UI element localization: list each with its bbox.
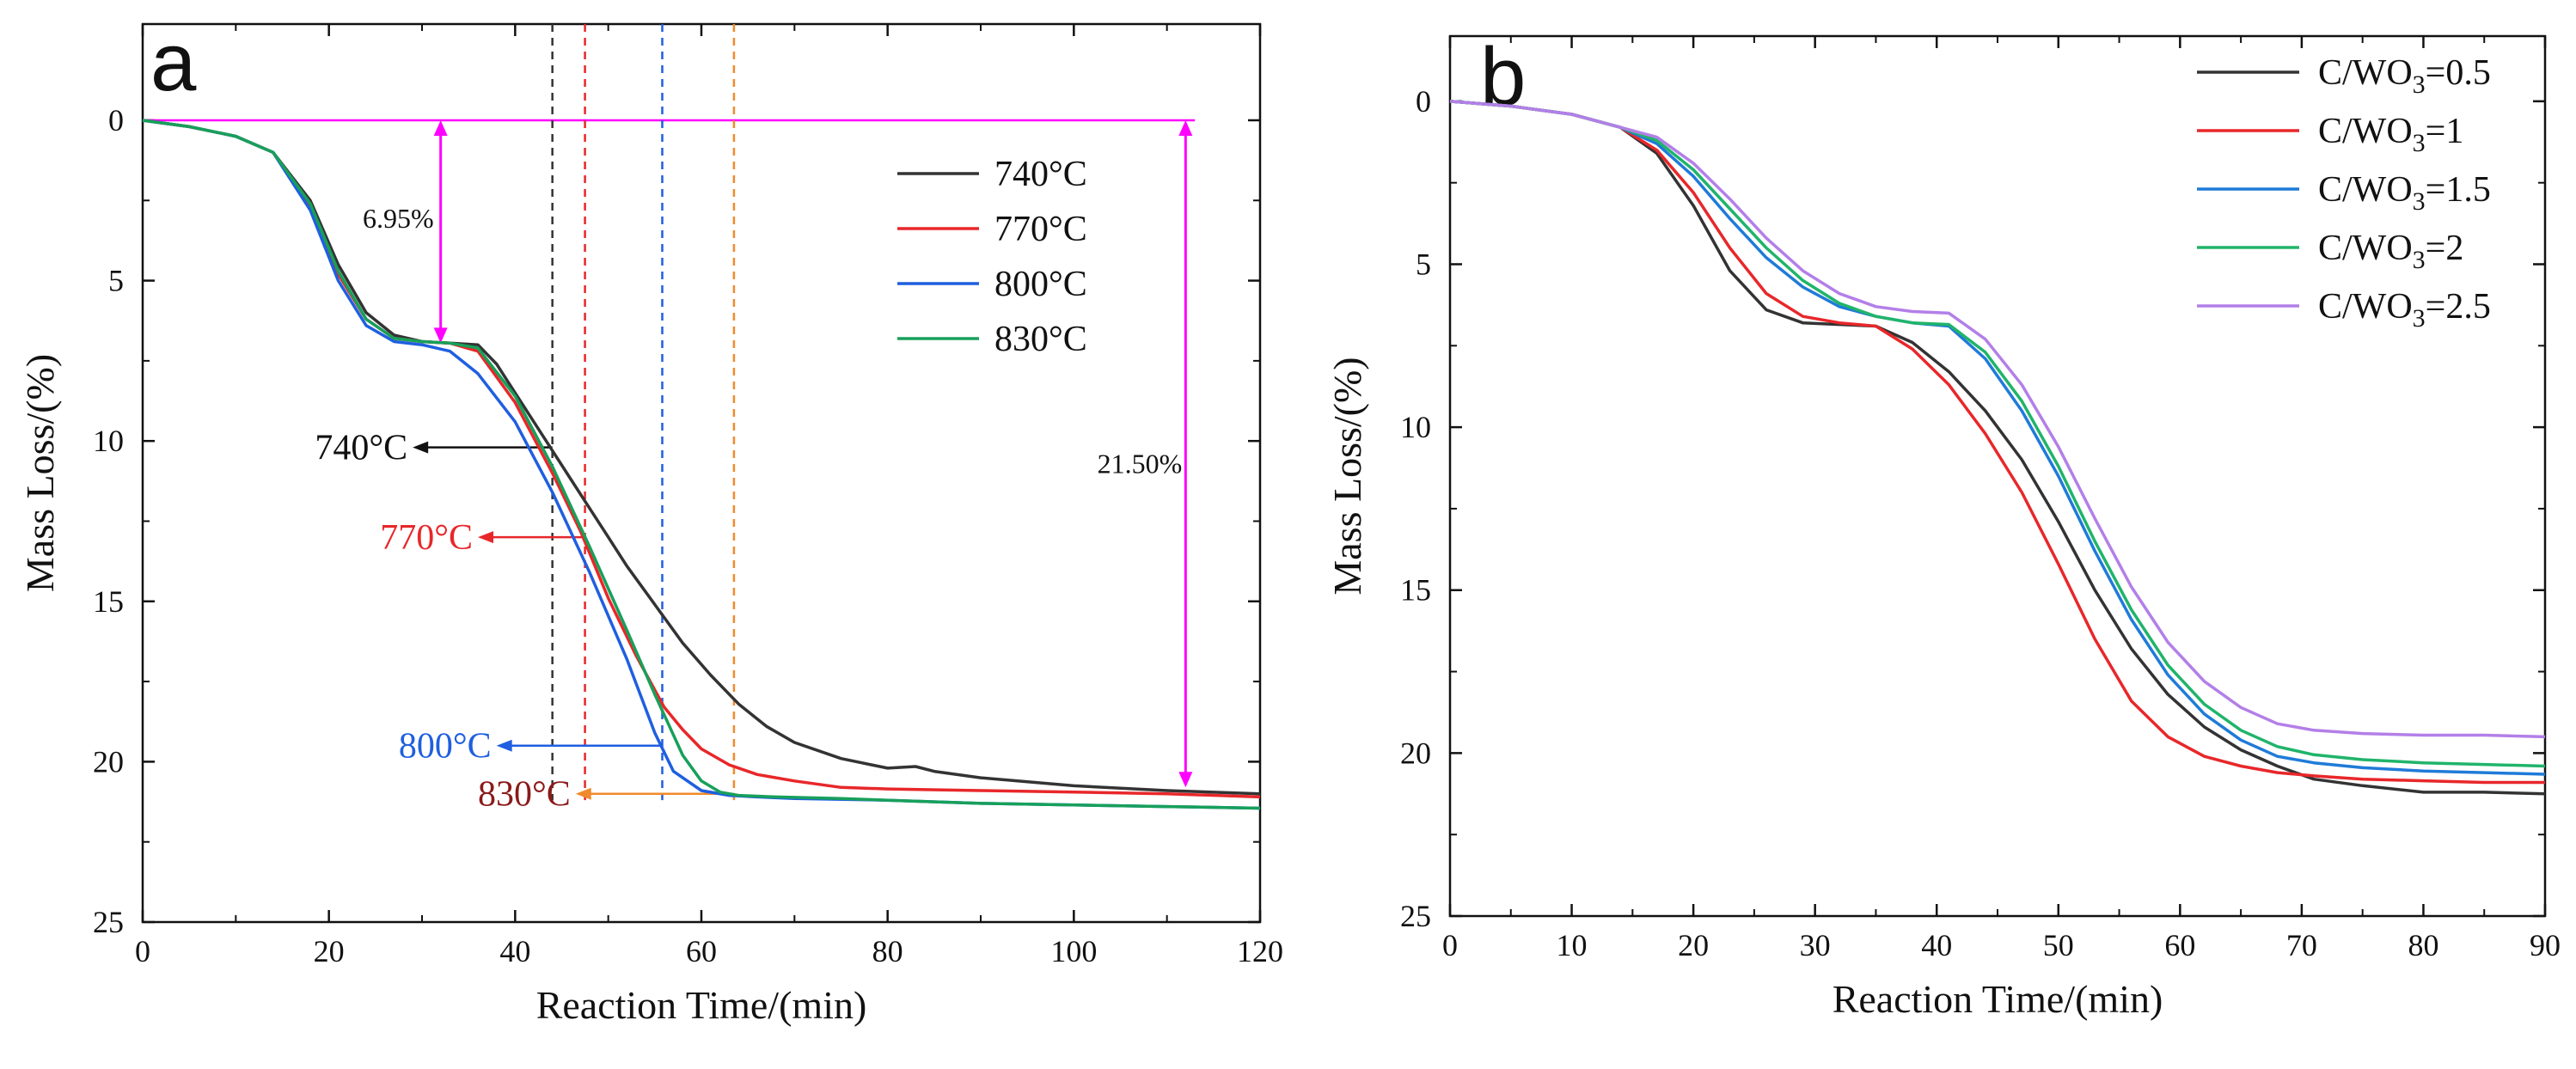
series-line <box>1449 100 2546 739</box>
y-tick-label: 10 <box>93 424 124 458</box>
series-line <box>142 119 1261 810</box>
temp-arrow-head <box>478 531 493 544</box>
temp-arrow-label: 830°C <box>478 775 571 815</box>
series-line <box>1449 100 2546 768</box>
temp-arrow-label: 800°C <box>399 727 492 767</box>
legend-label-tail: =1 <box>2426 112 2464 151</box>
x-tick-label: 70 <box>2286 928 2317 962</box>
y-tick-label: 15 <box>93 584 124 619</box>
y-tick-label: 5 <box>1416 247 1431 281</box>
x-tick-label: 60 <box>686 934 717 968</box>
temp-arrow-head <box>413 441 429 454</box>
temp-arrow-label: 770°C <box>380 518 473 558</box>
series-line <box>142 119 1261 810</box>
legend-label-base: C/WO <box>2318 170 2413 210</box>
x-tick-label: 80 <box>872 934 903 968</box>
panel-a-chart: 0 20 40 60 80 100 120 0 5 10 15 20 25 Reaction Time/(… <box>18 16 1283 1027</box>
y-tick-label: 0 <box>1416 84 1431 119</box>
temp-arrow-label: 740°C <box>315 429 407 468</box>
y-axis-title: Mass Loss/(%) <box>1325 357 1369 595</box>
y-tick-label: 10 <box>1400 410 1431 444</box>
x-tick-label: 90 <box>2530 928 2561 962</box>
y-tick-label: 15 <box>1400 573 1431 608</box>
legend-label: 830°C <box>994 320 1087 359</box>
legend-label-base: C/WO <box>2318 112 2413 151</box>
x-tick-label: 40 <box>1921 928 1952 962</box>
series-line <box>142 119 1261 799</box>
panel-letter: b <box>1480 31 1526 123</box>
legend-label-base: C/WO <box>2318 229 2413 268</box>
legend-label: C/WO3=2.5 <box>2318 287 2491 333</box>
legend-label: 770°C <box>994 210 1087 249</box>
total-arrow-head-bottom <box>1178 772 1193 788</box>
series-line <box>142 119 1261 796</box>
series-line <box>1449 100 2545 785</box>
temp-arrow-head <box>575 787 591 800</box>
legend-label: C/WO3=2 <box>2318 229 2463 274</box>
total-label: 21.50% <box>1098 449 1183 480</box>
legend-label-subscript: 3 <box>2413 187 2426 216</box>
x-tick-label: 0 <box>1442 928 1458 962</box>
y-tick-label: 20 <box>1400 736 1431 770</box>
panel-b-chart: 0 10 20 30 40 50 60 70 80 90 0 5 10 15 20 25 Reaction Ti… <box>1325 31 2561 1021</box>
series-line <box>1449 100 2546 776</box>
legend-label: 800°C <box>994 265 1087 304</box>
legend-label-tail: =0.5 <box>2426 53 2491 93</box>
total-arrow-head-top <box>1178 119 1193 136</box>
step1-arrow-head-top <box>433 119 448 136</box>
x-tick-label: 40 <box>499 934 530 968</box>
legend-label: C/WO3=1.5 <box>2318 170 2491 216</box>
step1-arrow-head-bottom <box>433 327 448 344</box>
legend-label-base: C/WO <box>2318 53 2413 93</box>
legend-label-subscript: 3 <box>2413 129 2426 157</box>
temp-arrow-head <box>496 739 512 752</box>
panel-letter: a <box>150 16 197 108</box>
x-tick-label: 10 <box>1557 928 1588 962</box>
y-tick-label: 25 <box>1400 899 1431 933</box>
x-tick-label: 50 <box>2043 928 2074 962</box>
x-tick-label: 120 <box>1237 934 1283 968</box>
legend-label-tail: =1.5 <box>2426 170 2491 210</box>
x-tick-label: 30 <box>1800 928 1831 962</box>
y-tick-label: 5 <box>108 264 124 298</box>
legend-label-subscript: 3 <box>2413 304 2426 333</box>
step1-label: 6.95% <box>363 203 434 234</box>
y-axis-title: Mass Loss/(%) <box>18 354 62 592</box>
x-tick-label: 60 <box>2164 928 2195 962</box>
x-axis-title: Reaction Time/(min) <box>1833 977 2163 1021</box>
legend-label-subscript: 3 <box>2413 70 2426 99</box>
legend-label-tail: =2.5 <box>2426 287 2491 327</box>
legend-label: C/WO3=1 <box>2318 112 2463 157</box>
y-tick-label: 20 <box>93 744 124 779</box>
x-tick-label: 80 <box>2408 928 2438 962</box>
x-tick-label: 100 <box>1050 934 1097 968</box>
y-tick-label: 0 <box>108 103 124 137</box>
legend-label-tail: =2 <box>2426 229 2464 268</box>
x-tick-label: 0 <box>135 934 150 968</box>
plot-frame <box>1448 34 2547 918</box>
legend-label-base: C/WO <box>2318 287 2413 327</box>
legend-label: C/WO3=0.5 <box>2318 53 2491 99</box>
x-axis-title: Reaction Time/(min) <box>536 983 867 1027</box>
legend-label-subscript: 3 <box>2413 246 2426 274</box>
y-tick-label: 25 <box>93 905 124 939</box>
x-tick-label: 20 <box>314 934 345 968</box>
x-tick-label: 20 <box>1678 928 1709 962</box>
legend-label: 740°C <box>994 155 1087 194</box>
